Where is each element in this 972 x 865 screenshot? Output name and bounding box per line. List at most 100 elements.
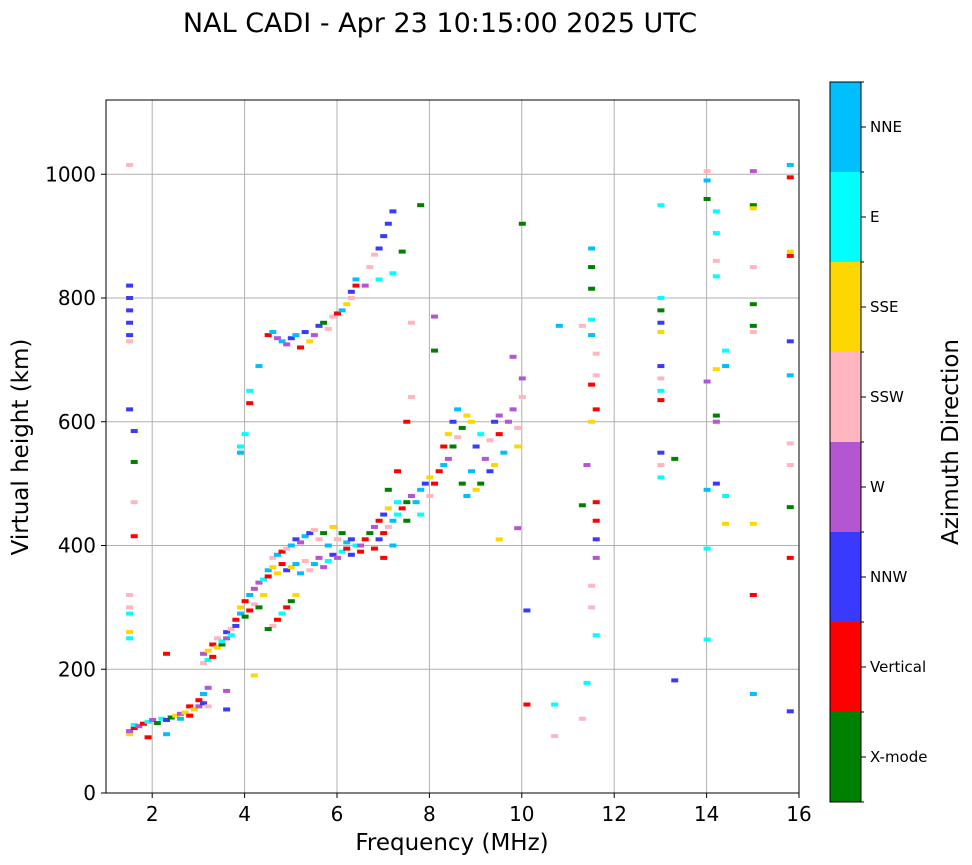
data-point [523,608,531,613]
data-point [320,531,328,536]
data-point [126,732,134,737]
data-point [241,432,249,437]
colorbar-frame [829,81,862,803]
data-point [375,246,383,251]
data-point [449,444,457,449]
data-point [472,444,480,449]
x-axis-label: Frequency (MHz) [355,830,548,856]
data-point [347,289,355,294]
data-point [163,717,171,722]
data-point [278,549,286,554]
data-point [347,296,355,300]
data-point [236,450,244,455]
data-point [671,678,679,683]
data-point [749,593,757,597]
data-point [283,546,291,551]
colorbar: X-mode Vertical NNW W SSW SSE E NNE [829,81,927,803]
data-point [163,651,171,656]
data-point [310,333,318,338]
data-point [126,296,134,300]
data-point [486,469,494,474]
data-point [223,688,231,693]
y-axis-ticks: 0 200 400 600 800 1000 [45,162,106,805]
data-point [588,605,596,610]
data-point [588,286,596,291]
data-point [786,373,794,378]
data-point [472,487,480,492]
data-point [657,398,665,403]
data-point [236,444,244,449]
data-point [315,555,323,560]
data-point [135,724,143,729]
colorbar-segment [830,622,861,712]
data-point [324,558,332,563]
data-point [255,580,263,585]
data-point [592,633,600,638]
data-point [486,438,494,443]
y-tick-label: 800 [58,286,96,310]
data-point [126,333,134,338]
data-point [306,568,314,573]
data-point [786,339,794,344]
data-point [412,500,420,505]
data-point [126,729,134,734]
data-point [329,552,337,557]
data-point [370,524,378,529]
data-point [657,376,665,381]
data-point [144,735,152,740]
data-point [250,586,258,591]
data-point [204,704,212,709]
data-point [361,283,369,288]
data-point [269,623,277,628]
data-point [578,503,586,508]
x-tick-label: 10 [509,802,534,826]
data-point [481,456,489,461]
data-point [444,456,452,461]
data-point [246,593,254,597]
data-point [403,500,411,505]
data-point [370,546,378,551]
data-point [126,407,134,412]
data-point [287,565,295,570]
x-tick-label: 2 [146,802,159,826]
data-point [283,605,291,610]
data-point [417,487,425,492]
data-point [204,685,212,690]
data-point [126,283,134,288]
data-point [292,593,300,597]
data-point [218,639,226,644]
data-point [786,709,794,714]
data-point [712,481,720,486]
data-point [703,169,711,174]
data-point [749,323,757,328]
data-point [158,716,166,721]
data-point [712,231,720,236]
data-point [426,475,434,480]
data-point [431,314,439,319]
data-point [301,330,309,335]
grid [106,100,800,794]
data-point [209,654,217,659]
data-point [588,317,596,322]
data-point [786,555,794,560]
data-point [463,494,471,498]
y-tick-label: 600 [58,410,96,434]
colorbar-tick-label: E [870,208,879,226]
data-point [167,715,175,720]
data-point [578,716,586,721]
data-point [227,633,235,638]
data-point [703,197,711,201]
data-point [246,388,254,393]
data-point [287,599,295,604]
data-point [786,162,794,167]
colorbar-tick-label: W [870,478,885,496]
plot-frame [105,99,800,794]
data-point [153,721,161,726]
colorbar-segment [830,442,861,532]
y-tick-label: 400 [58,534,96,558]
data-point [343,302,351,307]
data-point [126,630,134,635]
data-point [417,512,425,517]
data-point [352,543,360,548]
